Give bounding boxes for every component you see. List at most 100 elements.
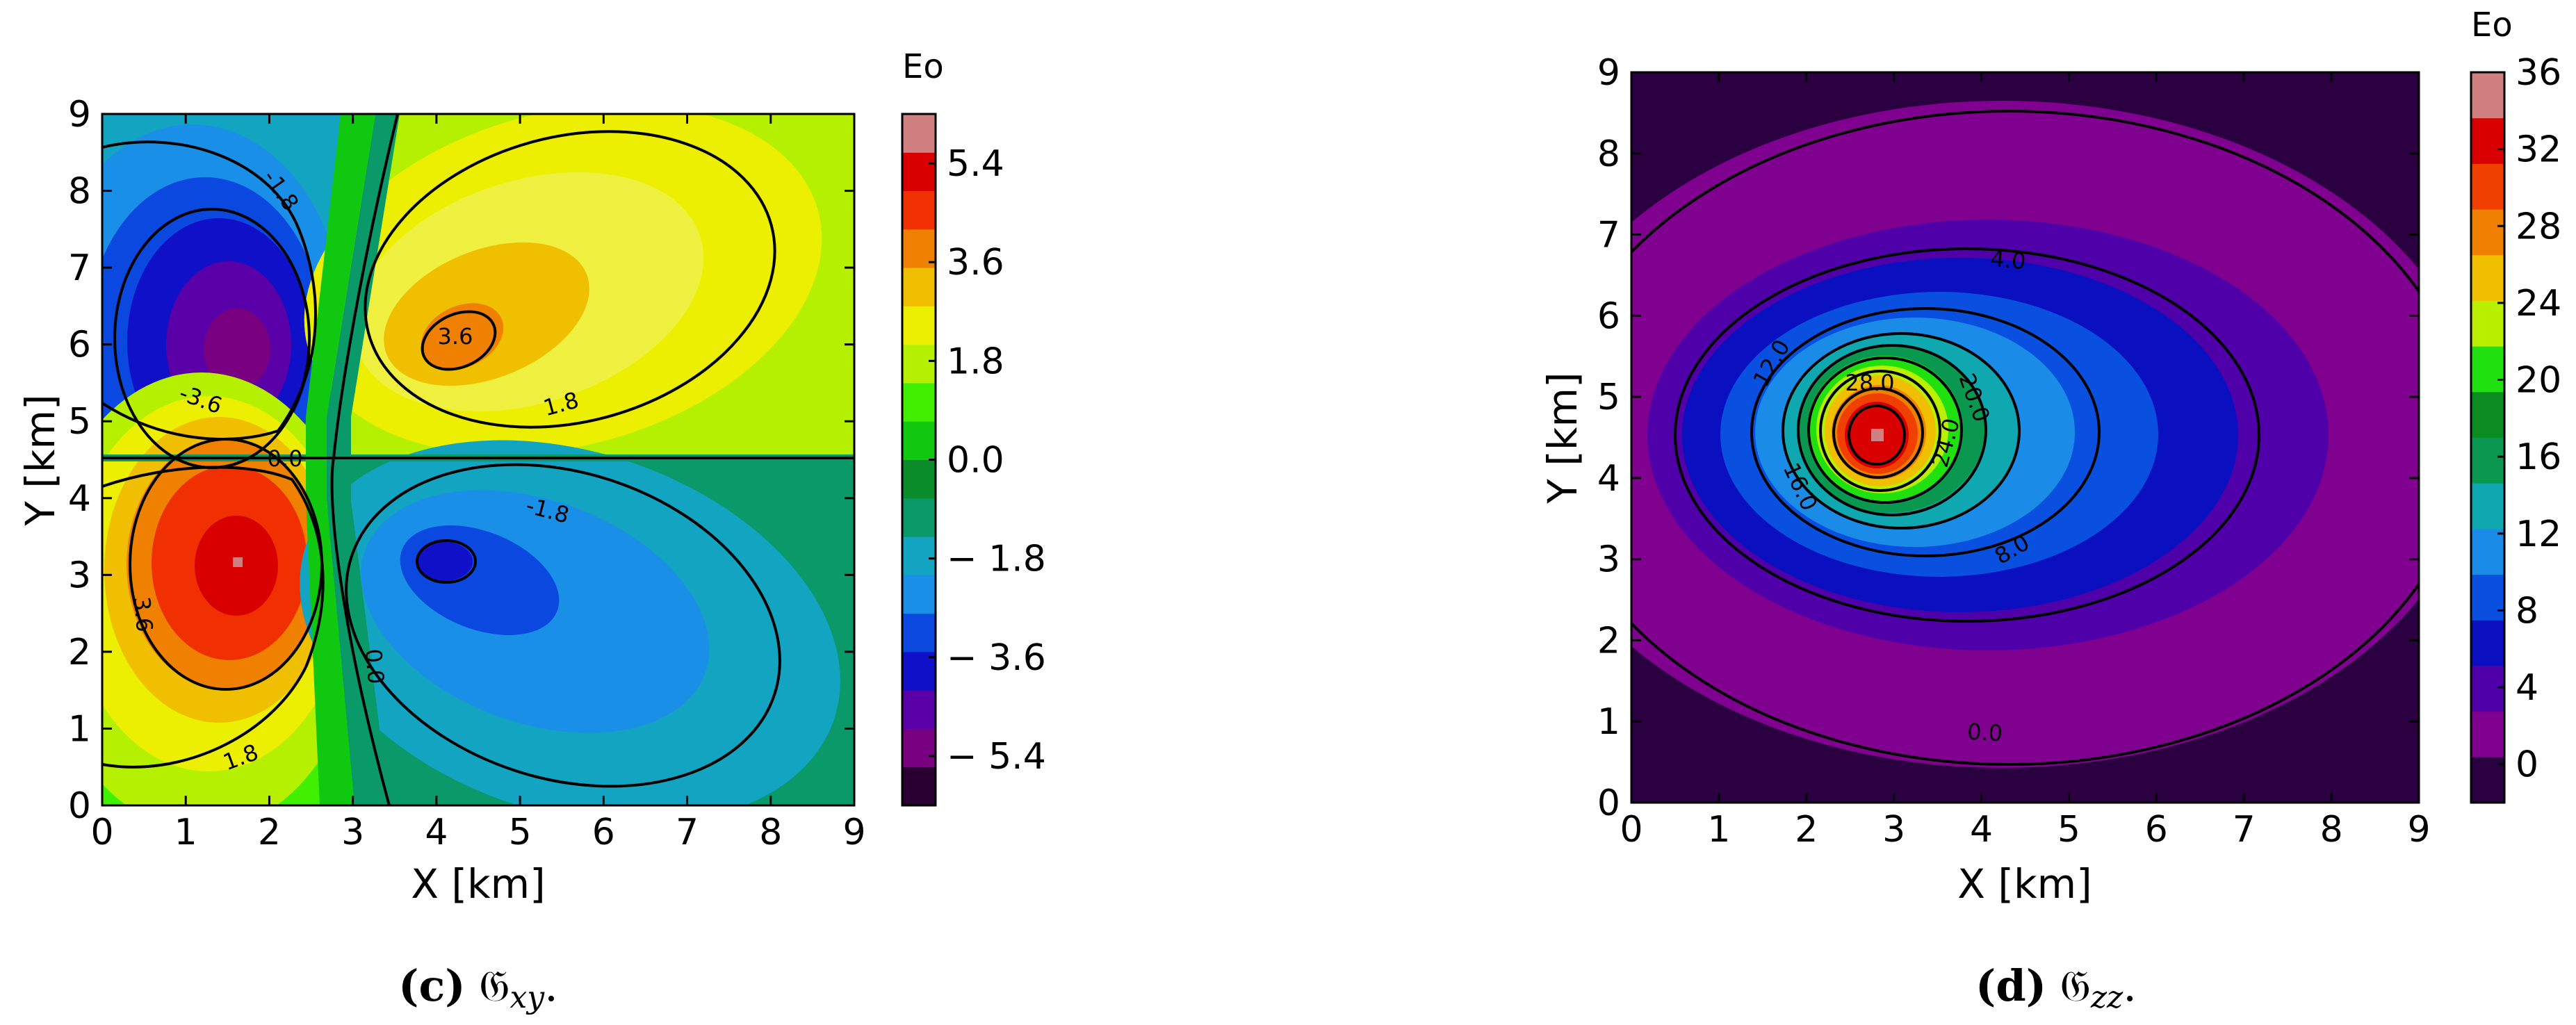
colorbar-frame — [2470, 71, 2506, 804]
contour-fill-d — [1631, 72, 2419, 803]
x-tick-label: 7 — [676, 812, 699, 853]
plot-frame-c — [101, 113, 856, 807]
colorbar-segment — [2471, 483, 2504, 530]
y-tick-label: 8 — [68, 171, 91, 213]
y-tick-label: 5 — [1597, 377, 1620, 418]
x-axis-d: 0 1 2 3 4 5 6 7 8 9 — [1620, 72, 2431, 851]
y-tick-label: 8 — [1597, 133, 1620, 175]
y-tick-label: 0 — [68, 785, 91, 827]
colorbar-segment — [2471, 391, 2504, 438]
colorbar-segment — [2471, 711, 2504, 757]
y-tick-label: 7 — [1597, 215, 1620, 256]
x-tick-label: 6 — [2145, 809, 2168, 851]
colorbar-tick-label: − 1.8 — [947, 539, 1046, 580]
x-tick-label: 1 — [174, 812, 197, 853]
x-tick-label: 8 — [2320, 809, 2343, 851]
colorbar-segment — [902, 766, 936, 806]
x-axis-c: 0 1 2 3 4 5 6 7 8 9 — [90, 114, 866, 853]
colorbar-tick-label: 1.8 — [947, 341, 1004, 382]
y-tick-label: 6 — [1597, 295, 1620, 337]
x-tick-label: 7 — [2233, 809, 2256, 851]
colorbar-segment — [902, 114, 936, 153]
colorbar-segment — [902, 268, 936, 306]
y-tick-label: 6 — [68, 325, 91, 366]
colorbar-tick-label: − 3.6 — [947, 637, 1046, 679]
y-tick-label: 9 — [68, 94, 91, 136]
colorbar-c: 5.4 3.6 1.8 0.0 − 1.8 − 3.6 − 5.4 — [901, 113, 1046, 807]
x-axis-label-d: X [km] — [1957, 860, 2092, 908]
colorbar-segment — [902, 728, 936, 768]
x-tick-label: 4 — [1970, 809, 1993, 851]
colorbar-tick-label: 20 — [2516, 360, 2561, 402]
colorbar-segment — [902, 575, 936, 614]
colorbar-segment — [2471, 346, 2504, 393]
colorbar-tick-label: 12 — [2516, 514, 2561, 555]
y-axis-label-c: Y [km] — [17, 394, 64, 526]
colorbar-segment — [2471, 620, 2504, 666]
colorbar-segment — [902, 613, 936, 653]
y-axis-label-d: Y [km] — [1539, 372, 1586, 504]
x-tick-label: 0 — [90, 812, 113, 853]
colorbar-segment — [2471, 528, 2504, 575]
x-tick-label: 5 — [2057, 809, 2080, 851]
y-tick-label: 0 — [1597, 782, 1620, 824]
y-tick-label: 5 — [68, 401, 91, 443]
y-tick-label: 4 — [1597, 458, 1620, 500]
y-axis-d: 0 1 2 3 4 5 6 7 8 9 — [1597, 52, 2419, 824]
contour-label: 3.6 — [129, 596, 158, 633]
colorbar-tick-label: 4 — [2516, 667, 2538, 709]
colorbar-segment — [902, 421, 936, 460]
colorbar-segment — [902, 536, 936, 575]
colorbar-segment — [902, 306, 936, 345]
colorbar-segment — [902, 152, 936, 192]
y-tick-label: 2 — [1597, 620, 1620, 662]
y-tick-label: 3 — [1597, 539, 1620, 581]
y-tick-label: 3 — [68, 555, 91, 596]
caption-c: (c) 𝔊xy. — [398, 960, 558, 1015]
x-tick-label: 9 — [2407, 809, 2430, 851]
colorbar-tick-label: 28 — [2516, 206, 2561, 247]
colorbar-segment — [2471, 163, 2504, 210]
x-tick-label: 4 — [425, 812, 448, 853]
y-tick-label: 2 — [68, 632, 91, 673]
y-tick-label: 4 — [68, 478, 91, 520]
colorbar-tick-label: 0 — [2516, 744, 2538, 786]
colorbar-label-c: Eo — [902, 47, 944, 86]
colorbar-tick-label: − 5.4 — [947, 736, 1046, 778]
colorbar-segment — [2471, 574, 2504, 621]
x-axis-label-c: X [km] — [411, 860, 546, 908]
contour-label: 0.0 — [360, 648, 389, 685]
contour-label: 4.0 — [1989, 245, 2027, 274]
colorbar-tick-label: 32 — [2516, 129, 2561, 171]
colorbar-tick-label: 24 — [2516, 283, 2561, 325]
x-tick-label: 6 — [592, 812, 615, 853]
x-tick-label: 8 — [759, 812, 782, 853]
contour-lines-d — [1631, 110, 2419, 766]
x-tick-label: 5 — [509, 812, 532, 853]
x-tick-label: 3 — [1882, 809, 1905, 851]
contour-label: 0.0 — [1966, 719, 2003, 747]
colorbar-tick-label: 8 — [2516, 590, 2538, 632]
colorbar-segment — [2471, 665, 2504, 712]
x-tick-label: 2 — [258, 812, 281, 853]
y-tick-label: 7 — [68, 247, 91, 289]
x-tick-label: 1 — [1707, 809, 1730, 851]
colorbar-tick-label: 5.4 — [947, 143, 1004, 185]
colorbar-segment — [2471, 300, 2504, 347]
colorbar-segment — [2471, 254, 2504, 301]
plot-frame-d — [1630, 71, 2420, 804]
colorbar-segment — [2471, 209, 2504, 256]
contour-lines-c — [102, 114, 854, 805]
panel-c-gxy: -1.8 -3.6 3.6 1.8 0.0 -1.8 3.6 1.8 0.0 0… — [17, 47, 1046, 1015]
y-tick-label: 1 — [68, 708, 91, 750]
colorbar-segment — [902, 190, 936, 230]
x-tick-label: 2 — [1795, 809, 1818, 851]
x-tick-label: 9 — [842, 812, 865, 853]
x-tick-label: 0 — [1620, 809, 1642, 851]
contour-label: 28.0 — [1845, 370, 1894, 396]
y-tick-label: 1 — [1597, 701, 1620, 743]
colorbar-label-d: Eo — [2471, 6, 2513, 44]
contour-label: 0.0 — [268, 445, 303, 472]
